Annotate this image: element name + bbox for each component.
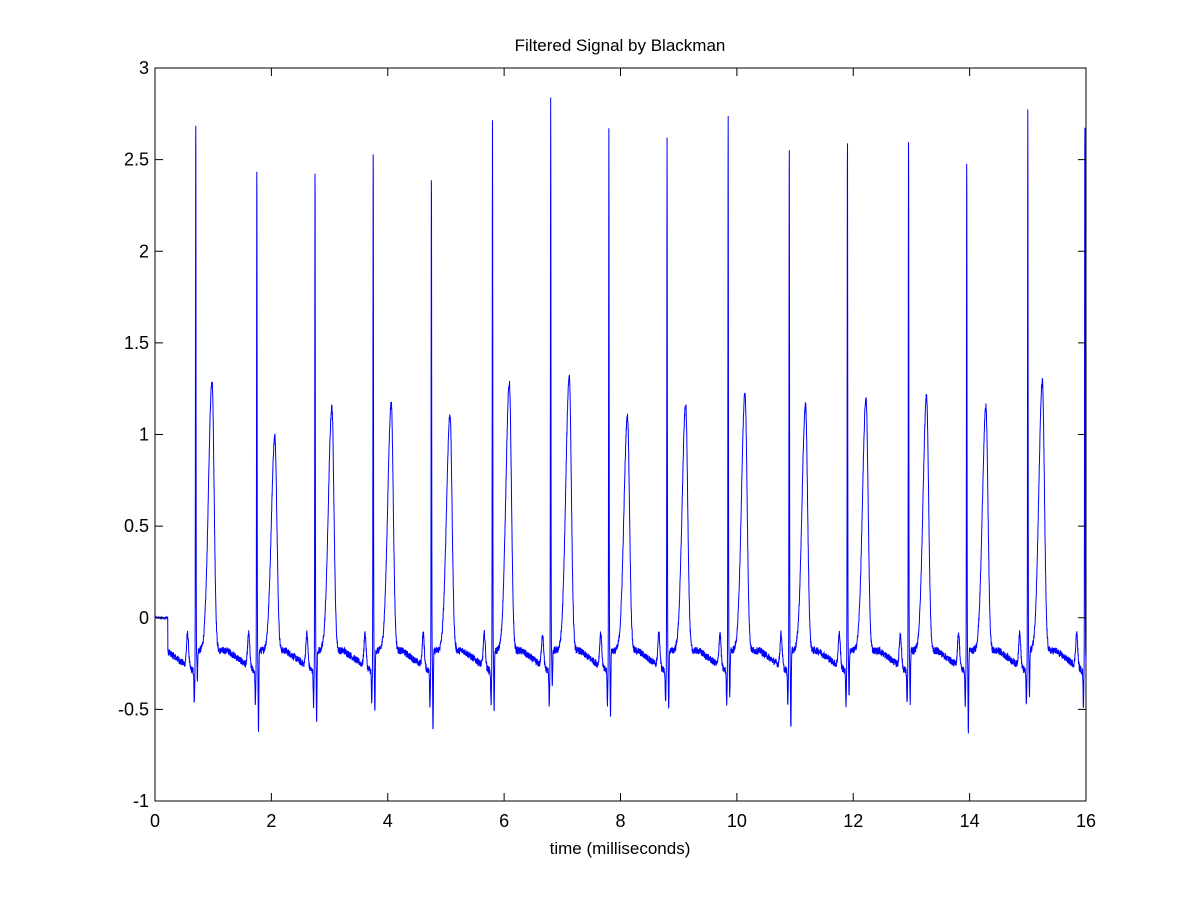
axes-box [154, 67, 1087, 802]
y-tick-label: -0.5 [118, 699, 149, 719]
y-tick-label: 0.5 [124, 516, 149, 536]
x-tick-label: 10 [727, 811, 747, 831]
x-tick-label: 16 [1076, 811, 1096, 831]
signal-line [154, 97, 1087, 734]
y-tick-label: 0 [139, 608, 149, 628]
x-tick-label: 14 [960, 811, 980, 831]
ticks: 0 2 4 6 8 10 12 14 16 -1 -0.5 0 0.5 1 1.5 2 2.5 3 [118, 58, 1096, 831]
x-tick-label: 2 [266, 811, 276, 831]
x-tick-label: 12 [843, 811, 863, 831]
x-tick-label: 0 [150, 811, 160, 831]
y-tick-label: 1.5 [124, 333, 149, 353]
y-tick-label: 2.5 [124, 150, 149, 170]
x-tick-label: 6 [499, 811, 509, 831]
x-tick-label: 8 [615, 811, 625, 831]
chart-title: Filtered Signal by Blackman [515, 36, 726, 55]
y-tick-label: -1 [133, 791, 149, 811]
x-axis-label: time (milliseconds) [550, 839, 691, 858]
x-tick-label: 4 [383, 811, 393, 831]
y-tick-label: 2 [139, 241, 149, 261]
y-tick-label: 3 [139, 58, 149, 78]
y-tick-label: 1 [139, 425, 149, 445]
